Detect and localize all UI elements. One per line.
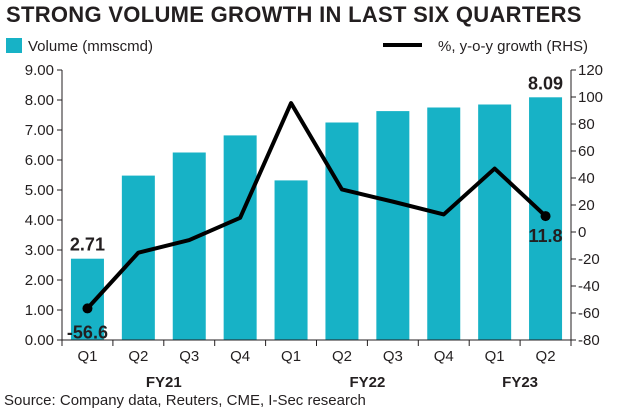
left-tick-label-0: 0.00 [25,332,54,349]
left-tick-label-3: 3.00 [25,242,54,259]
legend-label-growth: %, y-o-y growth (RHS) [438,38,588,55]
legend-label-volume: Volume (mmscmd) [28,38,153,55]
legend-swatch-volume [6,38,22,53]
right-tick-label-10: 120 [578,62,603,79]
x-group-label-1: FY22 [349,374,385,391]
x-group-label-0: FY21 [146,374,182,391]
left-tick-label-9: 9.00 [25,62,54,79]
right-tick-label-4: 0 [578,224,586,241]
growth-line [85,101,547,310]
right-tick-label-2: -40 [578,278,600,295]
data-label-2: -56.6 [67,322,108,342]
right-tick-label-1: -60 [578,305,600,322]
right-tick-label-9: 100 [578,89,603,106]
source-note: Source: Company data, Reuters, CME, I-Se… [4,392,366,409]
chart-title: STRONG VOLUME GROWTH IN LAST SIX QUARTER… [6,2,582,27]
right-tick-label-8: 80 [578,116,595,133]
right-tick-label-6: 40 [578,170,595,187]
x-tick-label-8: Q1 [485,348,505,365]
right-tick-label-0: -80 [578,332,600,349]
bar-series [70,97,563,340]
right-tick-label-7: 60 [578,143,595,160]
left-tick-label-1: 1.00 [25,302,54,319]
bar-6 [376,111,410,340]
x-tick-label-7: Q4 [434,348,454,365]
left-tick-label-5: 5.00 [25,182,54,199]
right-tick-label-3: -20 [578,251,600,268]
x-tick-label-1: Q2 [128,348,148,365]
bar-3 [223,135,257,340]
left-tick-label-6: 6.00 [25,152,54,169]
bar-4 [274,180,308,340]
bar-0 [70,258,104,340]
growth-point-9 [540,211,551,222]
x-tick-label-9: Q2 [536,348,556,365]
x-tick-label-5: Q2 [332,348,352,365]
bar-1 [121,175,155,340]
x-tick-label-2: Q3 [179,348,199,365]
left-tick-label-4: 4.00 [25,212,54,229]
x-tick-label-4: Q1 [281,348,301,365]
data-label-1: 8.09 [528,73,563,93]
bar-2 [172,152,206,340]
left-tick-label-2: 2.00 [25,272,54,289]
left-tick-label-7: 7.00 [25,122,54,139]
x-group-label-2: FY23 [502,374,538,391]
x-tick-label-3: Q4 [230,348,250,365]
data-label-0: 2.71 [70,235,105,255]
left-tick-label-8: 8.00 [25,92,54,109]
right-tick-label-5: 20 [578,197,595,214]
axes: 0.00 1.00 2.00 3.00 4.00 5.00 6.00 7.00 8.00 9.00… [25,62,603,391]
data-label-3: 11.8 [529,226,563,246]
x-tick-label-6: Q3 [383,348,403,365]
x-tick-label-0: Q1 [77,348,97,365]
bar-5 [325,122,359,340]
growth-point-0 [82,303,93,314]
bar-8 [478,104,512,340]
legend: Volume (mmscmd) %, y-o-y growth (RHS) [6,38,588,55]
line-series [82,101,551,314]
data-labels: 2.71 8.09 -56.6 11.8 [67,73,563,342]
bar-7 [427,107,461,340]
